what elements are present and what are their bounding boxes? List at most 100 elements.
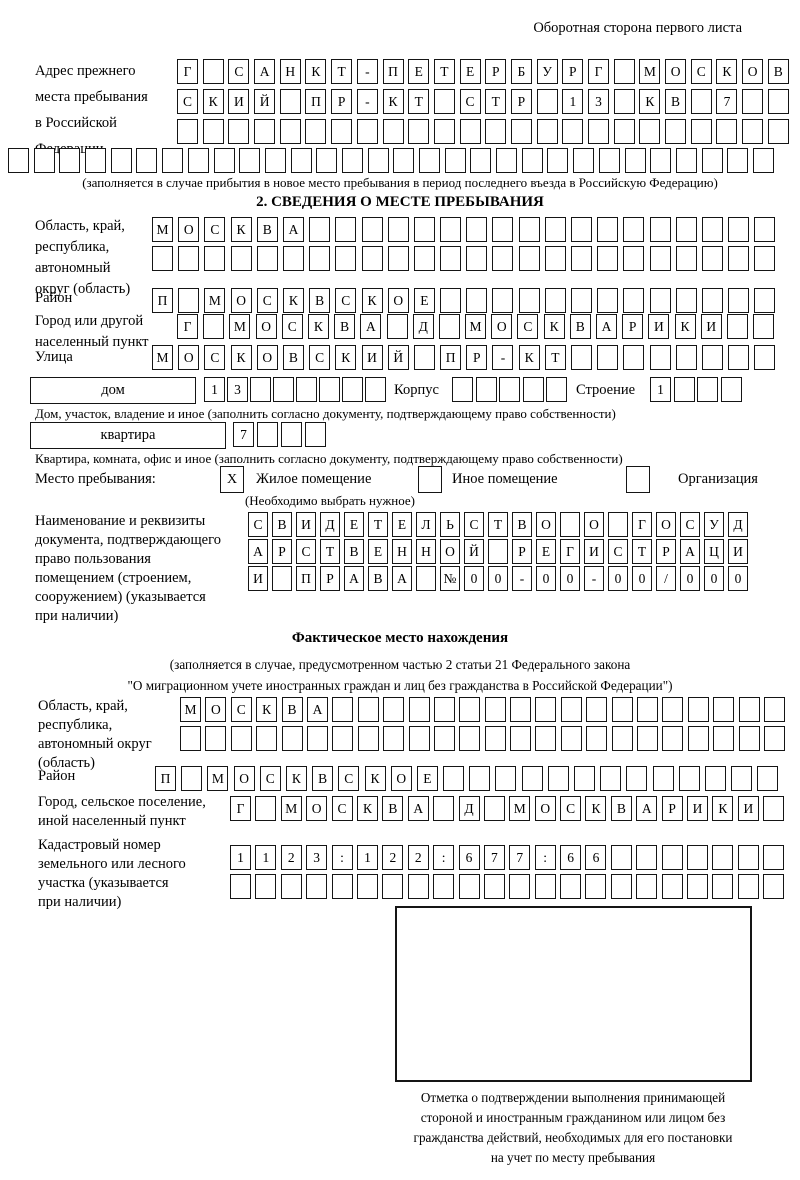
- char-cell: [763, 874, 785, 899]
- char-cell: [547, 766, 569, 791]
- char-cell: [255, 874, 277, 899]
- char-cell: [546, 377, 567, 402]
- char-cell: 3: [588, 89, 609, 114]
- char-cell: Е: [408, 59, 430, 84]
- char-cell: И: [700, 314, 722, 339]
- char-cell: [181, 766, 203, 791]
- char-cell: 1: [356, 845, 378, 870]
- char-cell: 2: [280, 845, 302, 870]
- apartment-number-row: 7: [233, 422, 326, 447]
- char-cell: [264, 148, 286, 173]
- char-cell: [458, 874, 480, 899]
- char-cell: [230, 246, 252, 271]
- char-cell: [701, 345, 723, 370]
- char-cell: С: [331, 796, 353, 821]
- char-cell: [178, 246, 200, 271]
- char-cell: А: [392, 566, 412, 591]
- char-cell: [433, 796, 455, 821]
- char-cell: [466, 288, 488, 313]
- char-cell: [571, 345, 592, 370]
- char-cell: 0: [632, 566, 652, 591]
- char-cell: 7: [716, 89, 738, 114]
- char-cell: С: [560, 796, 582, 821]
- char-cell: [678, 766, 700, 791]
- char-cell: [281, 726, 303, 751]
- char-cell: К: [230, 345, 252, 370]
- char-cell: [177, 119, 198, 144]
- char-cell: [662, 726, 684, 751]
- char-cell: [496, 148, 518, 173]
- char-cell: [649, 345, 671, 370]
- char-cell: У: [704, 512, 724, 537]
- char-cell: [305, 422, 326, 447]
- char-cell: [254, 119, 276, 144]
- char-cell: [687, 697, 709, 722]
- char-cell: В: [569, 314, 591, 339]
- char-cell: [544, 246, 566, 271]
- char-cell: 3: [306, 845, 328, 870]
- actual-region-label: Область, край, республика, автономный ок…: [38, 698, 152, 771]
- cadastral-label: Кадастровый номер земельного или лесного…: [38, 837, 186, 910]
- char-cell: [586, 697, 608, 722]
- char-cell: М: [639, 59, 661, 84]
- char-cell: [753, 314, 775, 339]
- char-cell: Р: [466, 345, 488, 370]
- char-cell: [597, 246, 619, 271]
- char-cell: А: [636, 796, 658, 821]
- char-cell: [332, 726, 354, 751]
- char-cell: [187, 148, 209, 173]
- char-cell: О: [665, 59, 687, 84]
- char-cell: [738, 726, 760, 751]
- char-cell: -: [356, 89, 378, 114]
- char-cell: [535, 697, 557, 722]
- char-cell: Г: [177, 59, 198, 84]
- char-cell: 1: [204, 377, 225, 402]
- char-cell: С: [690, 59, 712, 84]
- char-cell: [637, 726, 659, 751]
- char-cell: О: [306, 796, 328, 821]
- char-cell: К: [285, 766, 307, 791]
- char-cell: [639, 119, 661, 144]
- char-cell: В: [512, 512, 532, 537]
- char-cell: 2: [407, 845, 429, 870]
- other-premises-checkbox: [418, 466, 442, 493]
- char-cell: О: [255, 314, 277, 339]
- char-cell: [665, 119, 687, 144]
- char-cell: [282, 246, 304, 271]
- char-cell: [484, 726, 506, 751]
- char-cell: [203, 314, 225, 339]
- actual-district-label: Район: [38, 768, 76, 784]
- char-cell: [742, 89, 764, 114]
- stay-place-note: (Необходимо выбрать нужное): [244, 493, 416, 508]
- char-cell: Р: [510, 89, 532, 114]
- organization-checkbox: [626, 466, 650, 493]
- char-cell: М: [204, 288, 226, 313]
- char-cell: [598, 148, 620, 173]
- char-cell: [495, 766, 517, 791]
- char-cell: Д: [320, 512, 340, 537]
- char-cell: К: [364, 766, 386, 791]
- char-cell: [386, 314, 408, 339]
- char-cell: [649, 246, 671, 271]
- char-cell: Т: [544, 345, 566, 370]
- char-cell: Р: [622, 314, 644, 339]
- char-cell: [623, 345, 645, 370]
- char-cell: П: [305, 89, 327, 114]
- char-cell: Т: [488, 512, 508, 537]
- char-cell: К: [585, 796, 607, 821]
- char-cell: С: [517, 314, 539, 339]
- char-cell: [571, 288, 592, 313]
- document-row-3: И П Р А В А № 0 0-0 0-0 0/0 0 0: [248, 566, 748, 591]
- char-cell: [387, 246, 409, 271]
- char-cell: [701, 148, 723, 173]
- char-cell: :: [433, 845, 455, 870]
- actual-location-title: Фактическое место нахождения: [291, 630, 509, 646]
- char-cell: [408, 726, 430, 751]
- char-cell: Е: [536, 539, 556, 564]
- char-cell: [728, 288, 750, 313]
- char-cell: К: [712, 796, 734, 821]
- char-cell: [712, 874, 734, 899]
- previous-address-row-3: [177, 119, 789, 144]
